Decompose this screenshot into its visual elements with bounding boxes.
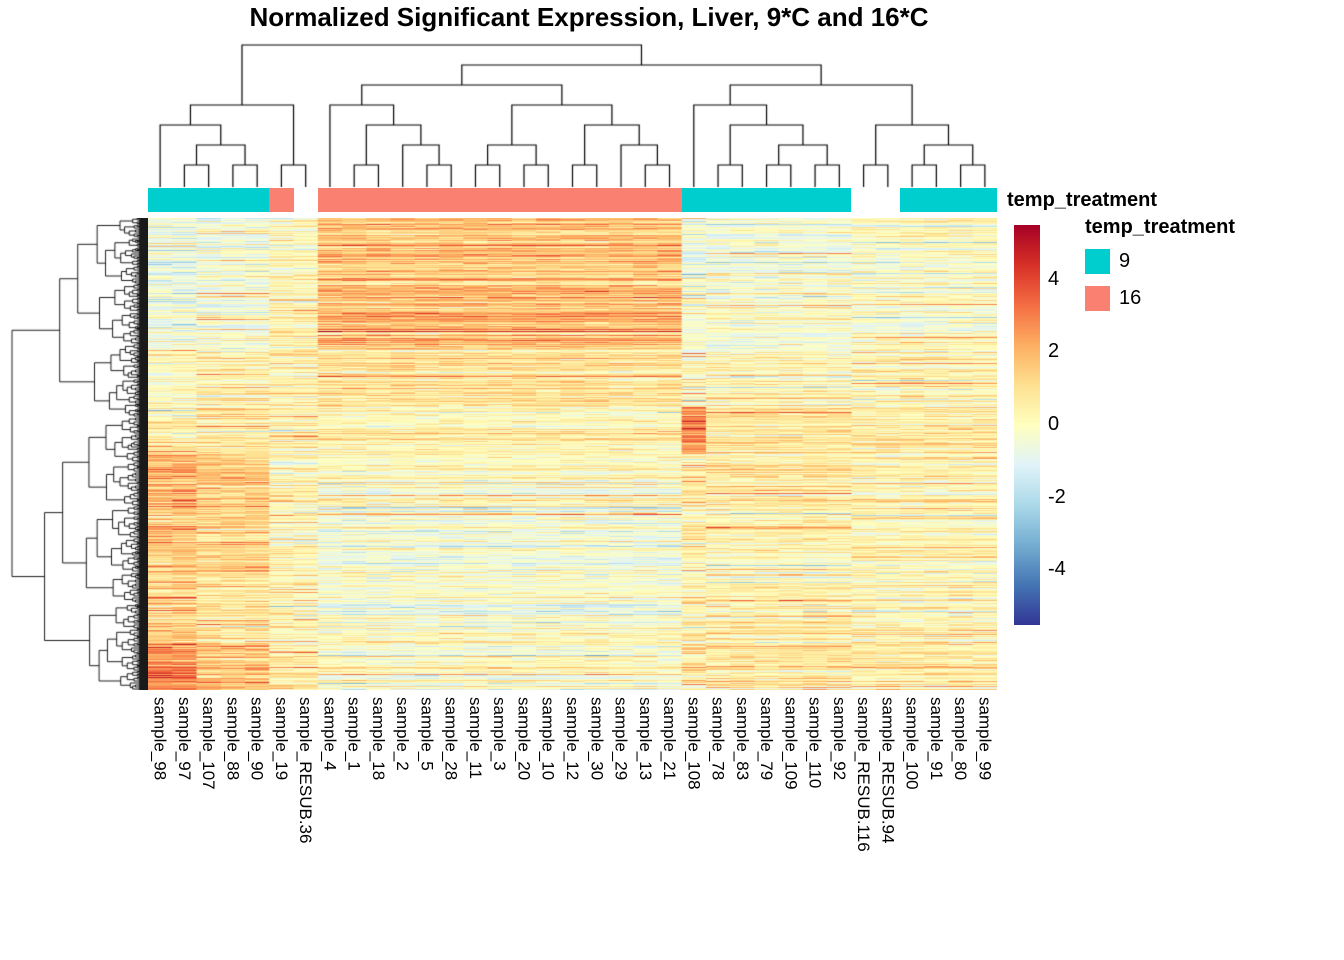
colorbar-tick-label: -2 <box>1048 485 1066 508</box>
annotation-cell <box>342 188 367 212</box>
row-dendrogram <box>8 218 148 690</box>
column-label: sample_10 <box>538 697 558 781</box>
annotation-cell <box>293 188 318 212</box>
annotation-cell <box>220 188 245 212</box>
column-label: sample_18 <box>368 697 388 781</box>
colorbar-tick-label: 4 <box>1048 267 1060 290</box>
annotation-cell <box>851 188 876 212</box>
annotation-cell <box>705 188 730 212</box>
column-label: sample_11 <box>465 697 485 779</box>
annotation-cell <box>657 188 682 212</box>
column-label: sample_88 <box>223 697 243 781</box>
legend-swatch <box>1085 286 1110 311</box>
annotation-cell <box>245 188 270 212</box>
colorbar-tick-label: 0 <box>1048 413 1060 435</box>
annotation-cell <box>172 188 197 212</box>
annotation-cell <box>972 188 997 212</box>
annotation-cell <box>875 188 900 212</box>
column-label: sample_110 <box>805 697 825 789</box>
annotation-cell <box>463 188 488 212</box>
heatmap-canvas <box>148 218 997 690</box>
annotation-cell <box>366 188 391 212</box>
annotation-cell <box>584 188 609 212</box>
colorbar-tick-label: -4 <box>1048 558 1066 581</box>
annotation-cell <box>633 188 658 212</box>
column-label: sample_RESUB.94 <box>878 697 898 844</box>
column-dendrogram <box>148 40 997 188</box>
column-label: sample_21 <box>660 697 680 781</box>
column-label: sample_13 <box>635 697 655 781</box>
colorbar-tick-label: 2 <box>1048 340 1060 363</box>
annotation-cell <box>827 188 852 212</box>
column-label: sample_1 <box>344 697 364 771</box>
column-label: sample_19 <box>271 697 291 781</box>
annotation-cell <box>730 188 755 212</box>
column-label: sample_107 <box>199 697 219 790</box>
column-annotation-bar <box>148 188 997 212</box>
legend-entry: 9 <box>1085 249 1130 274</box>
column-label: sample_108 <box>684 697 704 790</box>
annotation-cell <box>196 188 221 212</box>
annotation-cell <box>439 188 464 212</box>
annotation-cell <box>317 188 342 212</box>
column-label: sample_83 <box>732 697 752 781</box>
column-label: sample_4 <box>320 697 340 771</box>
column-label: sample_RESUB.36 <box>296 697 316 844</box>
annotation-cell <box>681 188 706 212</box>
column-label: sample_RESUB.116 <box>854 697 874 852</box>
annotation-cell <box>511 188 536 212</box>
annotation-cell <box>414 188 439 212</box>
legend-entry: 16 <box>1085 286 1141 311</box>
annotation-cell <box>924 188 949 212</box>
colorbar-gradient <box>1014 225 1040 625</box>
column-label: sample_30 <box>587 697 607 781</box>
legend-label: 9 <box>1119 250 1131 272</box>
annotation-bar-title: temp_treatment <box>1007 189 1158 211</box>
column-label: sample_29 <box>611 697 631 781</box>
annotation-cell <box>802 188 827 212</box>
column-label: sample_98 <box>150 697 170 781</box>
column-label: sample_5 <box>417 697 437 771</box>
legend-swatch <box>1085 249 1110 274</box>
annotation-cell <box>487 188 512 212</box>
column-label: sample_91 <box>926 697 946 781</box>
annotation-cell <box>536 188 561 212</box>
annotation-cell <box>608 188 633 212</box>
column-label: sample_12 <box>563 697 582 781</box>
annotation-cell <box>754 188 779 212</box>
annotation-cell <box>560 188 585 212</box>
column-label: sample_28 <box>441 697 461 781</box>
annotation-cell <box>390 188 415 212</box>
column-label: sample_80 <box>951 697 971 781</box>
column-label: sample_20 <box>514 697 534 781</box>
column-label: sample_92 <box>829 697 849 781</box>
column-label: sample_97 <box>174 697 194 781</box>
annotation-cell <box>778 188 803 212</box>
annotation-cell <box>948 188 973 212</box>
column-label: sample_109 <box>781 697 801 790</box>
annotation-cell <box>899 188 924 212</box>
column-label: sample_78 <box>708 697 728 781</box>
column-label: sample_3 <box>490 697 510 771</box>
column-label: sample_2 <box>393 697 413 771</box>
column-label: sample_99 <box>975 697 995 781</box>
column-label: sample_90 <box>247 697 267 781</box>
legend-title: temp_treatment <box>1085 216 1236 238</box>
annotation-cell <box>148 188 173 212</box>
chart-title: Normalized Significant Expression, Liver… <box>249 2 929 32</box>
legend-label: 16 <box>1119 287 1142 309</box>
column-label: sample_79 <box>757 697 777 781</box>
column-label: sample_100 <box>902 697 922 790</box>
annotation-cell <box>269 188 294 212</box>
